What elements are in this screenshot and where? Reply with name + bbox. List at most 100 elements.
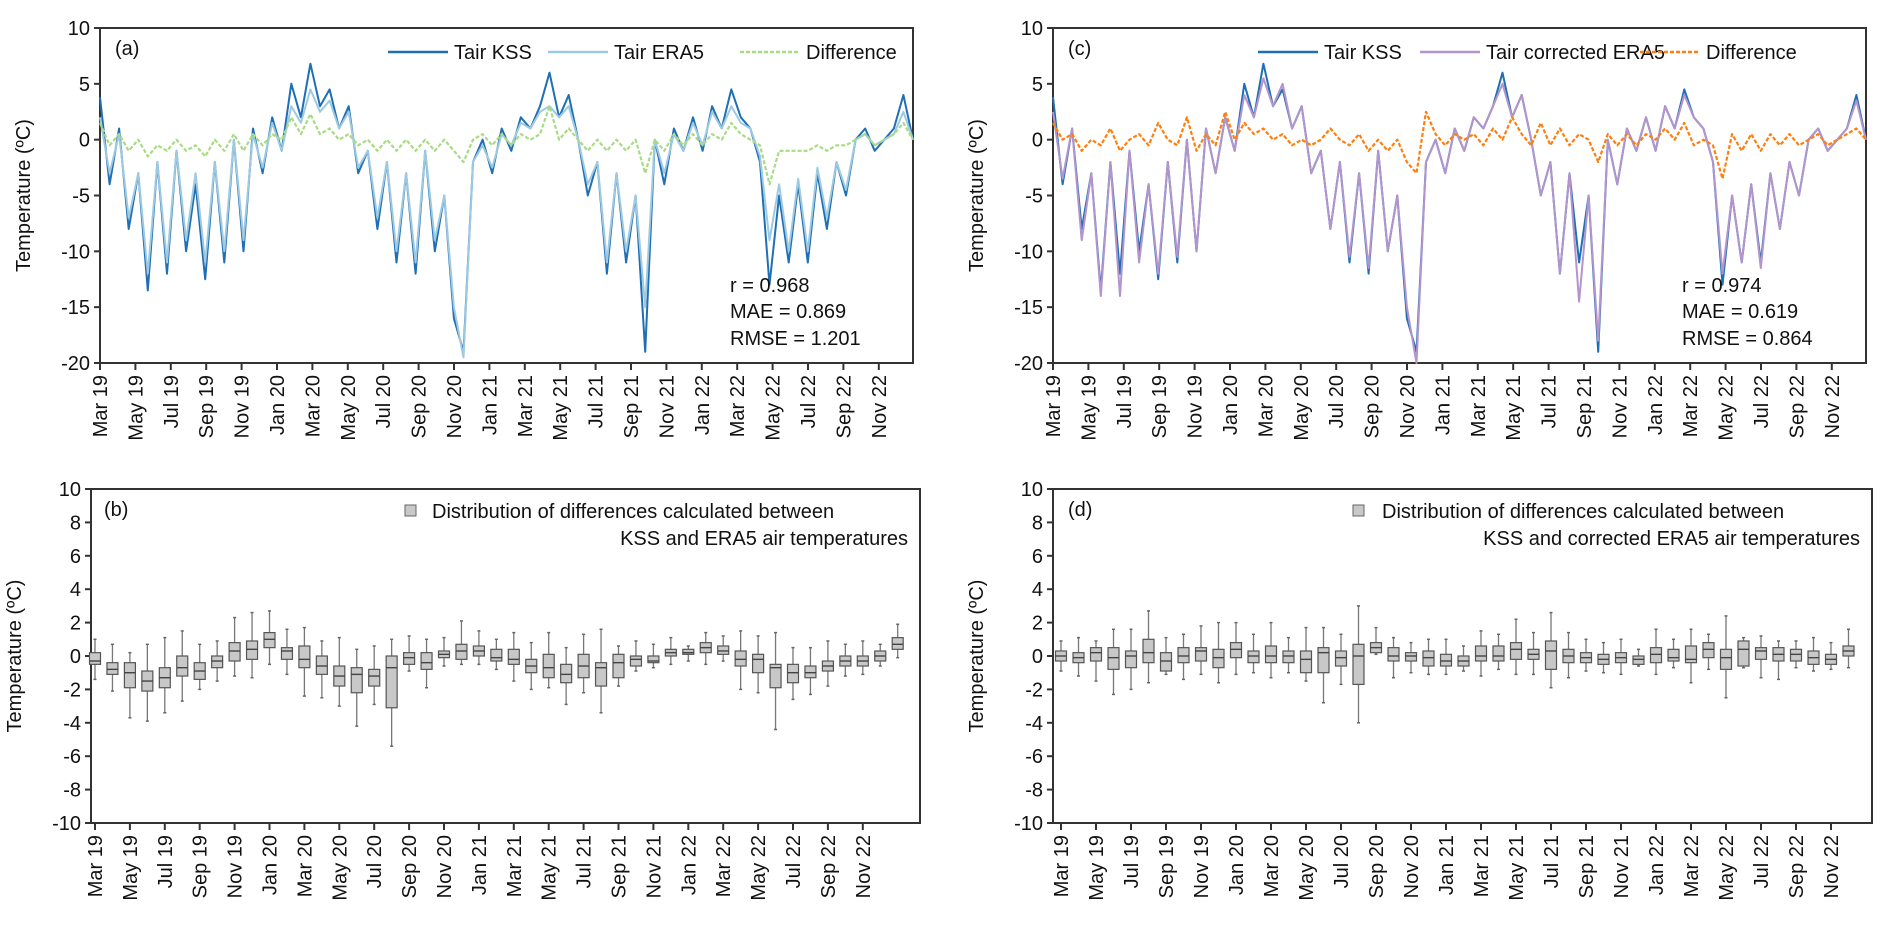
box-iqr — [507, 648, 520, 665]
box-iqr — [455, 643, 468, 660]
box-aug-20 — [385, 638, 398, 747]
box-may-19 — [123, 651, 137, 719]
x-tick-label: Mar 20 — [294, 835, 316, 897]
box-iqr — [1544, 640, 1558, 670]
box-iqr — [1474, 645, 1488, 662]
box-iqr — [1089, 647, 1103, 662]
box-feb-20 — [1247, 633, 1260, 674]
box-nov-22 — [1824, 641, 1838, 671]
box-iqr — [751, 653, 765, 674]
x-tick-label: May 22 — [1716, 835, 1738, 901]
box-iqr — [368, 668, 381, 687]
box-iqr — [1247, 650, 1260, 664]
x-tick-label: Mar 21 — [1468, 375, 1490, 437]
x-tick-label: May 22 — [1716, 375, 1738, 441]
x-tick-label: May 21 — [550, 375, 572, 441]
y-tick-label: -5 — [1025, 186, 1043, 208]
box-sep-20 — [1369, 626, 1383, 656]
box-iqr — [211, 655, 224, 669]
box-iqr — [1649, 647, 1663, 664]
box-jun-21 — [560, 646, 573, 706]
box-apr-22 — [1702, 633, 1715, 671]
box-iqr — [385, 655, 398, 709]
box-jul-22 — [786, 646, 800, 701]
box-iqr — [542, 653, 555, 679]
box-iqr — [1177, 647, 1190, 664]
box-nov-19 — [1194, 625, 1208, 676]
x-tick-label: Sep 19 — [1156, 835, 1178, 898]
x-tick-label: Sep 19 — [190, 835, 212, 898]
legend-swatch — [404, 504, 417, 517]
box-iqr — [1299, 650, 1313, 674]
x-tick-label: Jan 20 — [267, 375, 289, 435]
box-apr-21 — [1492, 633, 1505, 671]
y-tick-label: 0 — [1032, 646, 1043, 668]
legend-label: Tair KSS — [1324, 42, 1402, 64]
y-tick-label: 8 — [1032, 512, 1043, 534]
box-iqr — [1387, 647, 1400, 662]
box-jul-19 — [1124, 628, 1138, 691]
box-iqr — [594, 662, 608, 687]
box-feb-22 — [699, 631, 712, 666]
x-tick-label: Nov 21 — [1609, 375, 1631, 438]
box-may-20 — [1299, 626, 1313, 682]
box-jan-20 — [263, 610, 276, 666]
box-apr-20 — [315, 640, 328, 699]
y-tick-label: 0 — [1032, 130, 1043, 152]
box-mar-22 — [717, 635, 730, 662]
x-tick-label: May 20 — [329, 835, 351, 901]
panel-d: 10 8 6 4 2 0 -2 -4 -6 -8 -10 Temperature (ºC) Mar 19… — [966, 479, 1873, 901]
panel-label: (b) — [104, 499, 128, 521]
y-tick-label: 0 — [79, 130, 90, 152]
box-iqr — [560, 663, 573, 684]
stat-text: MAE = 0.869 — [730, 301, 846, 323]
x-tick-label: Nov 22 — [869, 375, 891, 438]
box-iqr — [629, 655, 643, 667]
y-tick-label: -10 — [52, 813, 81, 835]
box-iqr — [280, 647, 294, 660]
box-iqr — [228, 642, 241, 662]
box-dec-22 — [1842, 628, 1855, 669]
x-tick-label: Jul 22 — [1751, 375, 1773, 428]
panel-label: (a) — [115, 38, 139, 60]
x-tick-label: Jul 19 — [155, 835, 177, 888]
box-feb-20 — [280, 628, 294, 676]
box-iqr — [245, 640, 259, 660]
box-dec-19 — [1212, 621, 1225, 684]
y-tick-label: -15 — [1014, 297, 1043, 319]
x-tick-label: Mar 22 — [1680, 375, 1702, 437]
box-mar-21 — [1474, 630, 1488, 677]
y-tick-label: 10 — [1021, 18, 1043, 40]
box-may-19 — [1089, 640, 1103, 682]
x-tick-label: Jan 20 — [260, 835, 282, 895]
x-tick-label: May 21 — [1506, 835, 1528, 901]
box-iqr — [1334, 650, 1348, 667]
x-tick-label: May 21 — [1503, 375, 1525, 441]
box-iqr — [1702, 642, 1715, 659]
x-tick-label: Jul 20 — [364, 835, 386, 888]
box-iqr — [1264, 645, 1278, 664]
box-jan-21 — [472, 630, 485, 666]
box-jun-20 — [350, 648, 363, 727]
y-axis-title: Temperature (ºC) — [13, 119, 35, 272]
x-tick-label: May 19 — [1078, 375, 1100, 441]
x-tick-label: Sep 22 — [1786, 835, 1808, 898]
y-tick-label: -10 — [61, 241, 90, 263]
x-tick-label: May 20 — [1296, 835, 1318, 901]
x-tick-label: Jan 21 — [469, 835, 491, 895]
box-apr-19 — [1072, 636, 1085, 677]
y-tick-label: -2 — [63, 679, 81, 701]
box-nov-21 — [647, 643, 660, 669]
box-aug-19 — [176, 630, 189, 702]
x-tick-label: Jan 22 — [1646, 835, 1668, 895]
box-iqr — [734, 650, 747, 667]
x-tick-label: Mar 22 — [727, 375, 749, 437]
box-iqr — [1194, 647, 1208, 662]
x-tick-label: Jul 22 — [1751, 835, 1773, 888]
box-iqr — [263, 632, 276, 649]
box-oct-20 — [1387, 636, 1400, 679]
x-tick-label: Jul 22 — [783, 835, 805, 888]
x-tick-label: Nov 21 — [1611, 835, 1633, 898]
y-tick-label: 4 — [70, 579, 81, 601]
box-sep-21 — [1579, 638, 1593, 672]
